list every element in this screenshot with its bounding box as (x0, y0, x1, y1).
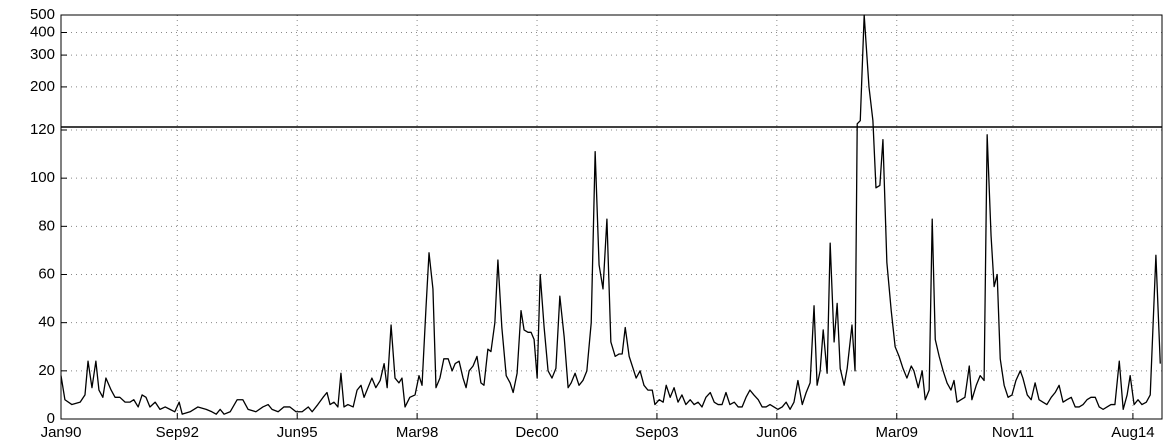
series-line (60, 14, 1161, 415)
y-tick-label: 20 (38, 362, 55, 379)
plot-frame (60, 14, 1163, 420)
y-tick-label: 120 (30, 121, 55, 138)
y-tick-label: 300 (30, 46, 55, 63)
y-tick-label: 40 (38, 314, 55, 331)
x-tick-label: Jan90 (41, 424, 82, 441)
y-tick-label: 100 (30, 169, 55, 186)
grid (60, 14, 1162, 420)
x-tick-label: Jun95 (277, 424, 318, 441)
x-tick-label: Sep03 (635, 424, 678, 441)
y-tick-label: 80 (38, 217, 55, 234)
y-tick-label: 60 (38, 265, 55, 282)
y-tick-label: 200 (30, 78, 55, 95)
series (60, 14, 1161, 415)
x-tick-label: Sep92 (156, 424, 199, 441)
y-tick-label: 500 (30, 6, 55, 23)
y-tick-label: 0 (47, 410, 55, 427)
x-tick-label: Aug14 (1111, 424, 1154, 441)
x-tick-label: Mar09 (875, 424, 918, 441)
y-tick-label: 400 (30, 23, 55, 40)
x-tick-label: Jun06 (756, 424, 797, 441)
x-tick-label: Mar98 (396, 424, 439, 441)
x-tick-label: Dec00 (515, 424, 558, 441)
x-tick-label: Nov11 (992, 424, 1034, 441)
